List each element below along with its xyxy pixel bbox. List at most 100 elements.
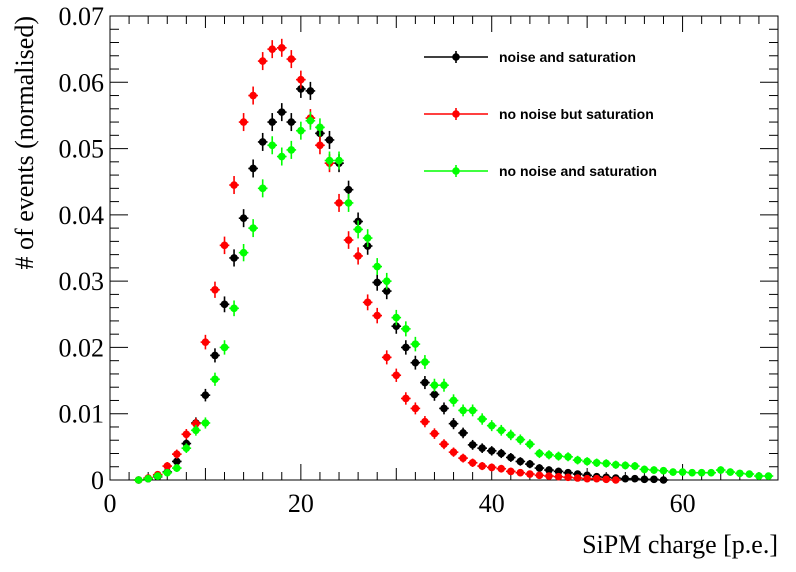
legend-entry: no noise and saturation: [424, 163, 657, 179]
data-point: [382, 287, 391, 295]
series-1: [133, 79, 669, 484]
data-point: [316, 123, 324, 132]
series-3: [133, 111, 774, 484]
data-point: [507, 431, 515, 439]
data-point: [497, 464, 506, 473]
data-point: [344, 185, 353, 194]
data-point: [430, 429, 439, 438]
data-point: [726, 468, 735, 476]
data-point: [382, 277, 391, 285]
data-point: [573, 474, 582, 482]
data-point: [421, 378, 429, 387]
data-point: [373, 278, 382, 287]
data-point: [192, 419, 200, 428]
data-point: [526, 440, 534, 449]
y-tick-label: 0.06: [59, 68, 105, 97]
data-point: [230, 304, 238, 313]
data-point: [153, 472, 162, 480]
data-point: [764, 472, 773, 480]
y-tick-label: 0.03: [59, 267, 105, 296]
data-point: [487, 447, 496, 455]
data-point: [535, 449, 544, 458]
data-point: [258, 138, 267, 146]
x-tick-label: 20: [288, 489, 314, 518]
x-tick-label: 40: [479, 489, 505, 518]
data-point: [411, 340, 420, 348]
data-point: [573, 456, 582, 464]
y-tick-label: 0.04: [59, 201, 105, 230]
data-point: [440, 381, 448, 390]
data-point: [392, 313, 401, 322]
data-point: [373, 262, 382, 271]
data-point: [430, 390, 439, 399]
legend-label: no noise and saturation: [499, 163, 657, 179]
data-point: [650, 475, 658, 484]
data-point: [277, 152, 286, 161]
data-point: [487, 421, 496, 430]
data-point: [478, 462, 486, 470]
data-point: [745, 470, 754, 478]
data-point: [516, 435, 525, 444]
data-point: [564, 453, 572, 461]
x-tick-label: 60: [670, 489, 696, 518]
y-axis: 0 0.01 0.02 0.03 0.04 0.05 0.06 0.07: [59, 2, 778, 495]
data-point: [144, 474, 152, 483]
data-point: [621, 474, 630, 483]
data-point: [564, 473, 572, 482]
data-point: [755, 472, 763, 480]
x-axis-label: SiPM charge [p.e.]: [582, 530, 778, 559]
data-point: [631, 462, 639, 470]
data-point: [354, 252, 362, 260]
data-point: [621, 461, 630, 470]
data-point: [163, 462, 172, 470]
data-point: [258, 57, 267, 65]
data-point: [631, 474, 639, 483]
data-point: [373, 311, 382, 320]
data-points: [133, 38, 774, 484]
legend: noise and saturation no noise but saturat…: [424, 49, 657, 179]
data-point: [297, 126, 305, 135]
y-tick-label: 0: [91, 466, 104, 495]
y-tick-label: 0.02: [59, 333, 105, 362]
data-point: [554, 472, 563, 481]
data-point: [201, 419, 210, 427]
data-point: [697, 468, 706, 477]
data-point: [602, 459, 611, 468]
data-point: [239, 248, 248, 257]
data-point: [678, 468, 687, 476]
data-point: [220, 343, 229, 352]
data-point: [497, 426, 506, 435]
data-point: [430, 381, 439, 390]
data-point: [583, 474, 591, 483]
data-point: [163, 468, 172, 477]
data-point: [583, 457, 591, 466]
data-point: [707, 468, 715, 477]
data-point: [535, 471, 544, 480]
data-point: [287, 118, 296, 126]
data-point: [258, 184, 267, 193]
data-point: [516, 457, 525, 466]
data-point: [592, 474, 601, 483]
data-point: [478, 444, 486, 452]
data-point: [468, 406, 477, 415]
data-point: [545, 451, 553, 459]
data-point: [640, 475, 649, 484]
data-point: [440, 440, 448, 449]
data-point: [297, 85, 305, 93]
y-axis-label: # of events (normalised): [10, 16, 39, 269]
data-point: [459, 454, 467, 462]
data-point: [268, 118, 277, 126]
legend-marker: [452, 167, 460, 175]
data-point: [640, 465, 649, 474]
data-point: [325, 156, 334, 165]
data-point: [421, 358, 429, 366]
data-point: [287, 55, 296, 63]
data-point: [249, 164, 257, 173]
data-point: [554, 452, 563, 460]
data-point: [211, 285, 219, 294]
data-point: [421, 417, 429, 426]
data-point: [659, 476, 668, 484]
data-point: [545, 472, 553, 480]
data-point: [230, 181, 238, 189]
